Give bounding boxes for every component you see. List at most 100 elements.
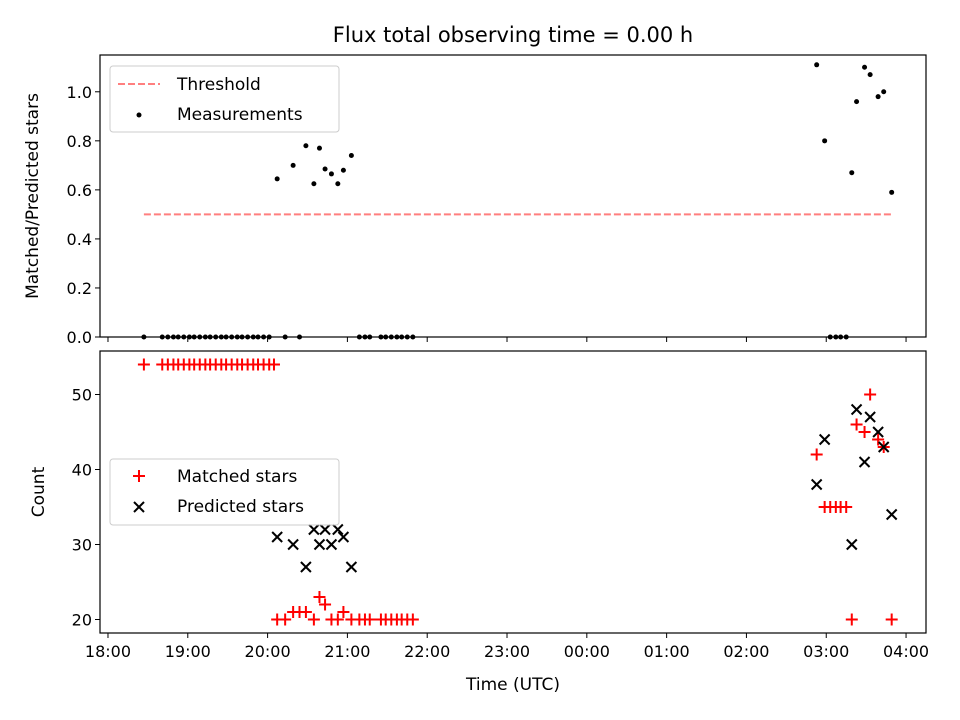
x-tick-label: 03:00: [803, 642, 849, 661]
matched-star-point: [858, 426, 871, 438]
x-tick-label: 00:00: [564, 642, 610, 661]
measurement-point: [814, 62, 820, 68]
matched-star-point: [267, 358, 280, 371]
predicted-star-point: [872, 426, 884, 438]
measurement-point: [822, 138, 828, 144]
predicted-star-point: [319, 523, 331, 536]
predicted-star-point: [325, 538, 338, 551]
predicted-star-point: [858, 456, 871, 468]
x-tick-label: 23:00: [484, 642, 530, 661]
measurement-point: [322, 166, 328, 172]
matched-star-point: [337, 606, 350, 618]
measurement-point: [303, 143, 309, 149]
top-y-tick-label: 0.6: [67, 181, 92, 200]
matched-legend-label: Matched stars: [177, 467, 297, 487]
top-x-ticks: [107, 337, 907, 342]
matched-star-point: [850, 418, 863, 431]
bottom-y-tick-label: 40: [72, 461, 92, 480]
top-y-tick-label: 1.0: [67, 83, 92, 102]
matched-star-point: [845, 613, 858, 626]
measurement-point: [849, 170, 855, 176]
matched-star-point: [313, 591, 326, 603]
predicted-legend-icon: [133, 501, 145, 513]
top-y-tick-label: 0.2: [67, 279, 92, 298]
bottom-axes-frame: [99, 350, 927, 634]
measurement-point: [867, 72, 873, 78]
measurement-point: [889, 189, 895, 195]
bottom-x-ticks: 18:00 19:00 20:00 21:00 22:00 23:00 00:00 01:00…: [85, 633, 929, 661]
bottom-y-axis-label: Count: [29, 466, 49, 517]
bottom-panel: 20 30 40 50 18:00 19:00 20:00 21:00 22:00 23:00 0…: [29, 350, 929, 695]
threshold-legend-label: Threshold: [176, 75, 261, 95]
x-axis-label: Time (UTC): [465, 675, 560, 695]
measurement-point: [328, 171, 334, 177]
predicted-star-point: [345, 561, 358, 573]
matched-star-point: [363, 613, 376, 626]
predicted-legend-label: Predicted stars: [177, 497, 304, 517]
bottom-y-tick-label: 50: [72, 386, 92, 405]
x-tick-label: 20:00: [245, 642, 291, 661]
matched-star-point: [810, 448, 823, 461]
bottom-y-tick-label: 30: [72, 536, 92, 555]
matched-star-point: [137, 358, 150, 371]
predicted-star-point: [313, 538, 326, 551]
predicted-star-point: [864, 411, 876, 423]
x-tick-label: 22:00: [404, 642, 450, 661]
predicted-star-point: [300, 561, 312, 573]
x-tick-label: 01:00: [644, 642, 690, 661]
predicted-star-point: [332, 523, 344, 536]
measurement-point: [335, 181, 341, 187]
predicted-star-point: [308, 523, 320, 536]
bottom-legend-frame: [109, 458, 340, 526]
top-legend-frame: [109, 65, 340, 133]
bottom-y-ticks: 20 30 40 50: [72, 386, 100, 630]
x-tick-label: 21:00: [324, 642, 370, 661]
predicted-star-point: [337, 531, 350, 543]
measurement-point: [348, 153, 354, 159]
matched-star-point: [406, 613, 419, 626]
bottom-legend: Matched stars Predicted stars: [109, 458, 340, 526]
predicted-star-point: [885, 508, 898, 521]
matched-star-point: [299, 606, 312, 618]
top-y-tick-label: 0.8: [67, 132, 92, 151]
measurement-point: [316, 145, 322, 151]
predicted-star-point: [877, 441, 890, 453]
matched-star-point: [885, 613, 898, 626]
measurement-point: [311, 181, 317, 187]
matched-star-point: [331, 613, 344, 626]
predicted-star-point: [810, 478, 823, 491]
predicted-star-point: [850, 403, 863, 416]
top-y-tick-label: 0.0: [67, 328, 92, 347]
top-panel: 0.0 0.2 0.4 0.6 0.8 1.0 Matched/Predicted sta…: [23, 54, 927, 347]
predicted-star-point: [846, 538, 858, 551]
predicted-star-point: [271, 531, 283, 543]
matched-star-point: [307, 613, 320, 626]
top-y-axis-label: Matched/Predicted stars: [23, 93, 43, 299]
x-tick-label: 04:00: [883, 642, 929, 661]
matched-star-point: [840, 501, 853, 513]
predicted-star-point: [818, 433, 831, 446]
predicted-star-point: [287, 538, 299, 551]
matched-star-point: [279, 613, 292, 626]
matched-legend-icon: [133, 470, 145, 482]
top-y-ticks: 0.0 0.2 0.4 0.6 0.8 1.0: [67, 83, 100, 347]
measurements-legend-icon: [136, 112, 142, 118]
matched-star-point: [864, 388, 877, 401]
measurements-legend-label: Measurements: [177, 105, 303, 125]
top-y-tick-label: 0.4: [67, 230, 92, 249]
measurement-point: [854, 99, 860, 105]
chart-title: Flux total observing time = 0.00 h: [333, 23, 693, 47]
top-legend: Threshold Measurements: [109, 65, 340, 133]
x-tick-label: 19:00: [165, 642, 211, 661]
matched-star-point: [872, 433, 885, 446]
measurement-point: [881, 89, 887, 95]
top-axes-frame: [99, 54, 927, 338]
matched-star-point: [319, 598, 332, 611]
measurement-point: [875, 94, 881, 100]
x-tick-label: 18:00: [85, 642, 131, 661]
measurement-point: [274, 176, 280, 182]
measurement-point: [862, 64, 868, 70]
measurement-point: [340, 167, 346, 173]
x-tick-label: 02:00: [723, 642, 769, 661]
